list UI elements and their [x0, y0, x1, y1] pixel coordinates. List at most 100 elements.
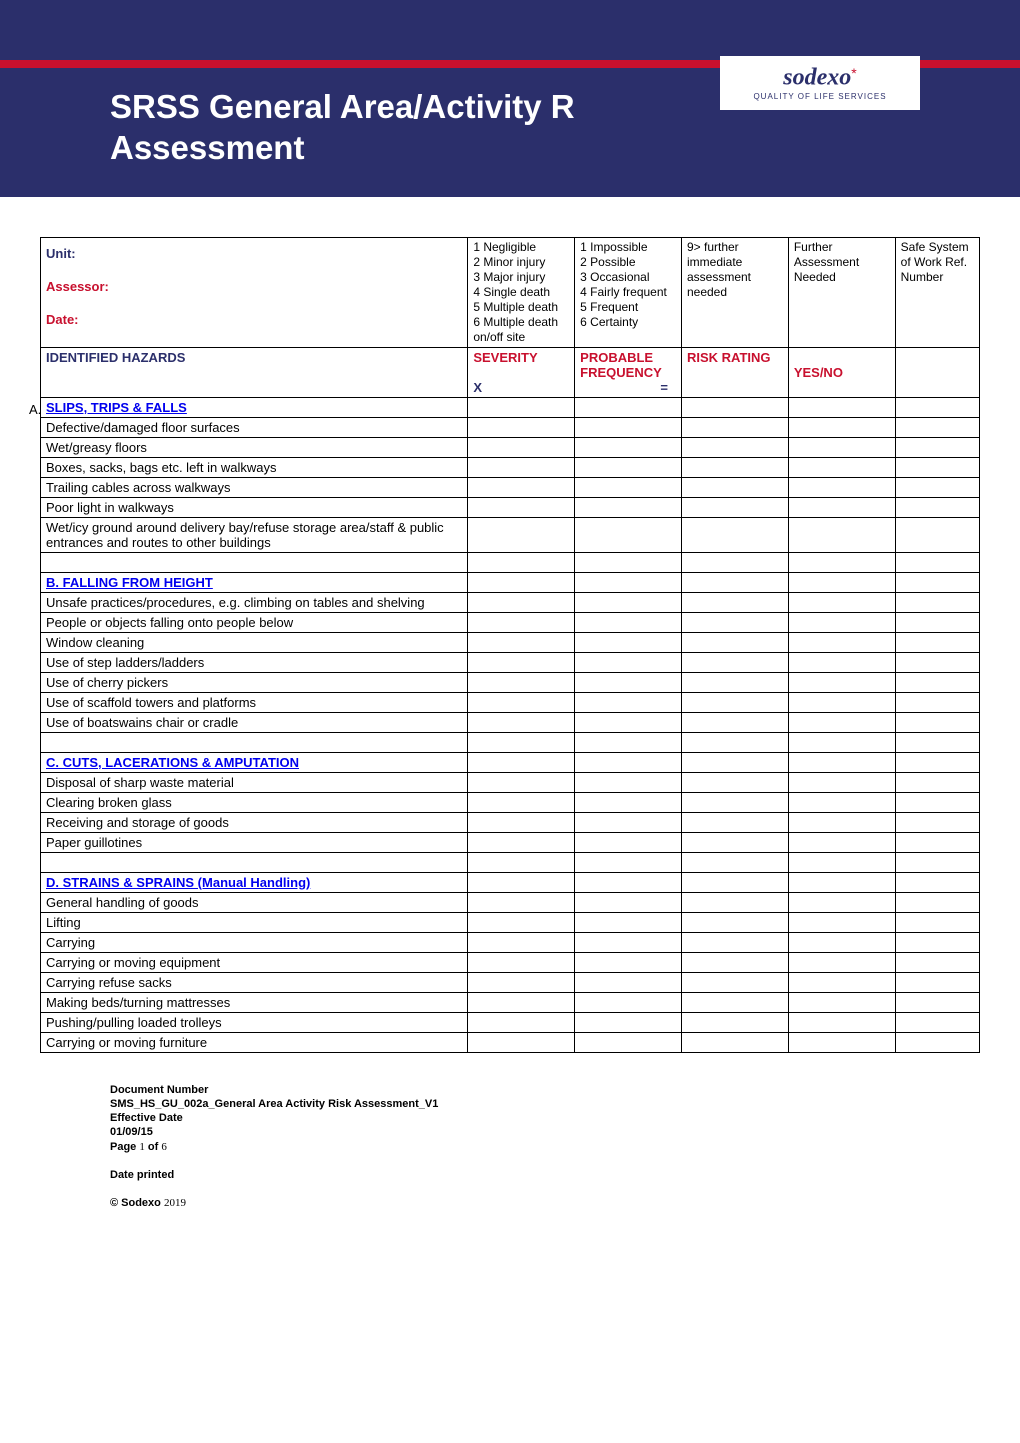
empty-cell[interactable]: [788, 497, 895, 517]
empty-cell[interactable]: [681, 572, 788, 592]
empty-cell[interactable]: [895, 592, 979, 612]
empty-cell[interactable]: [788, 932, 895, 952]
empty-cell[interactable]: [468, 652, 575, 672]
empty-cell[interactable]: [788, 992, 895, 1012]
empty-cell[interactable]: [575, 732, 682, 752]
empty-cell[interactable]: [575, 572, 682, 592]
empty-cell[interactable]: [575, 672, 682, 692]
empty-cell[interactable]: [788, 852, 895, 872]
empty-cell[interactable]: [468, 972, 575, 992]
empty-cell[interactable]: [681, 477, 788, 497]
empty-cell[interactable]: [468, 1012, 575, 1032]
empty-cell[interactable]: [788, 437, 895, 457]
empty-cell[interactable]: [681, 632, 788, 652]
empty-cell[interactable]: [681, 732, 788, 752]
empty-cell[interactable]: [788, 417, 895, 437]
empty-cell[interactable]: [895, 892, 979, 912]
empty-cell[interactable]: [895, 732, 979, 752]
empty-cell[interactable]: [681, 397, 788, 417]
empty-cell[interactable]: [681, 852, 788, 872]
empty-cell[interactable]: [895, 477, 979, 497]
empty-cell[interactable]: [468, 457, 575, 477]
empty-cell[interactable]: [788, 792, 895, 812]
empty-cell[interactable]: [788, 812, 895, 832]
empty-cell[interactable]: [681, 417, 788, 437]
empty-cell[interactable]: [575, 952, 682, 972]
empty-cell[interactable]: [468, 812, 575, 832]
empty-cell[interactable]: [468, 792, 575, 812]
empty-cell[interactable]: [788, 772, 895, 792]
empty-cell[interactable]: [788, 672, 895, 692]
empty-cell[interactable]: [575, 1012, 682, 1032]
empty-cell[interactable]: [575, 852, 682, 872]
empty-cell[interactable]: [895, 632, 979, 652]
empty-cell[interactable]: [575, 752, 682, 772]
empty-cell[interactable]: [468, 672, 575, 692]
empty-cell[interactable]: [681, 952, 788, 972]
empty-cell[interactable]: [575, 832, 682, 852]
empty-cell[interactable]: [895, 1032, 979, 1052]
empty-cell[interactable]: [681, 872, 788, 892]
empty-cell[interactable]: [895, 972, 979, 992]
empty-cell[interactable]: [681, 437, 788, 457]
empty-cell[interactable]: [681, 912, 788, 932]
empty-cell[interactable]: [575, 517, 682, 552]
empty-cell[interactable]: [681, 692, 788, 712]
empty-cell[interactable]: [788, 632, 895, 652]
empty-cell[interactable]: [895, 752, 979, 772]
empty-cell[interactable]: [895, 397, 979, 417]
empty-cell[interactable]: [468, 612, 575, 632]
empty-cell[interactable]: [468, 712, 575, 732]
empty-cell[interactable]: [575, 457, 682, 477]
empty-cell[interactable]: [681, 592, 788, 612]
empty-cell[interactable]: [575, 972, 682, 992]
empty-cell[interactable]: [788, 952, 895, 972]
empty-cell[interactable]: [575, 477, 682, 497]
empty-cell[interactable]: [575, 932, 682, 952]
empty-cell[interactable]: [788, 457, 895, 477]
empty-cell[interactable]: [788, 1012, 895, 1032]
empty-cell[interactable]: [468, 832, 575, 852]
empty-cell[interactable]: [788, 592, 895, 612]
empty-cell[interactable]: [681, 992, 788, 1012]
empty-cell[interactable]: [681, 1012, 788, 1032]
empty-cell[interactable]: [681, 972, 788, 992]
empty-cell[interactable]: [468, 692, 575, 712]
empty-cell[interactable]: [468, 437, 575, 457]
empty-cell[interactable]: [788, 552, 895, 572]
empty-cell[interactable]: [788, 612, 895, 632]
empty-cell[interactable]: [575, 692, 682, 712]
empty-cell[interactable]: [575, 437, 682, 457]
empty-cell[interactable]: [895, 497, 979, 517]
empty-cell[interactable]: [575, 417, 682, 437]
empty-cell[interactable]: [468, 477, 575, 497]
empty-cell[interactable]: [681, 712, 788, 732]
empty-cell[interactable]: [575, 772, 682, 792]
empty-cell[interactable]: [681, 772, 788, 792]
empty-cell[interactable]: [681, 517, 788, 552]
empty-cell[interactable]: [468, 932, 575, 952]
empty-cell[interactable]: [895, 437, 979, 457]
empty-cell[interactable]: [788, 872, 895, 892]
empty-cell[interactable]: [681, 552, 788, 572]
empty-cell[interactable]: [575, 632, 682, 652]
empty-cell[interactable]: [895, 1012, 979, 1032]
empty-cell[interactable]: [788, 692, 895, 712]
empty-cell[interactable]: [681, 612, 788, 632]
empty-cell[interactable]: [681, 892, 788, 912]
empty-cell[interactable]: [575, 912, 682, 932]
empty-cell[interactable]: [468, 592, 575, 612]
empty-cell[interactable]: [895, 457, 979, 477]
empty-cell[interactable]: [468, 552, 575, 572]
empty-cell[interactable]: [788, 732, 895, 752]
empty-cell[interactable]: [895, 912, 979, 932]
empty-cell[interactable]: [468, 772, 575, 792]
empty-cell[interactable]: [895, 672, 979, 692]
empty-cell[interactable]: [895, 417, 979, 437]
empty-cell[interactable]: [575, 872, 682, 892]
empty-cell[interactable]: [468, 892, 575, 912]
empty-cell[interactable]: [468, 417, 575, 437]
empty-cell[interactable]: [895, 612, 979, 632]
empty-cell[interactable]: [895, 652, 979, 672]
empty-cell[interactable]: [788, 912, 895, 932]
